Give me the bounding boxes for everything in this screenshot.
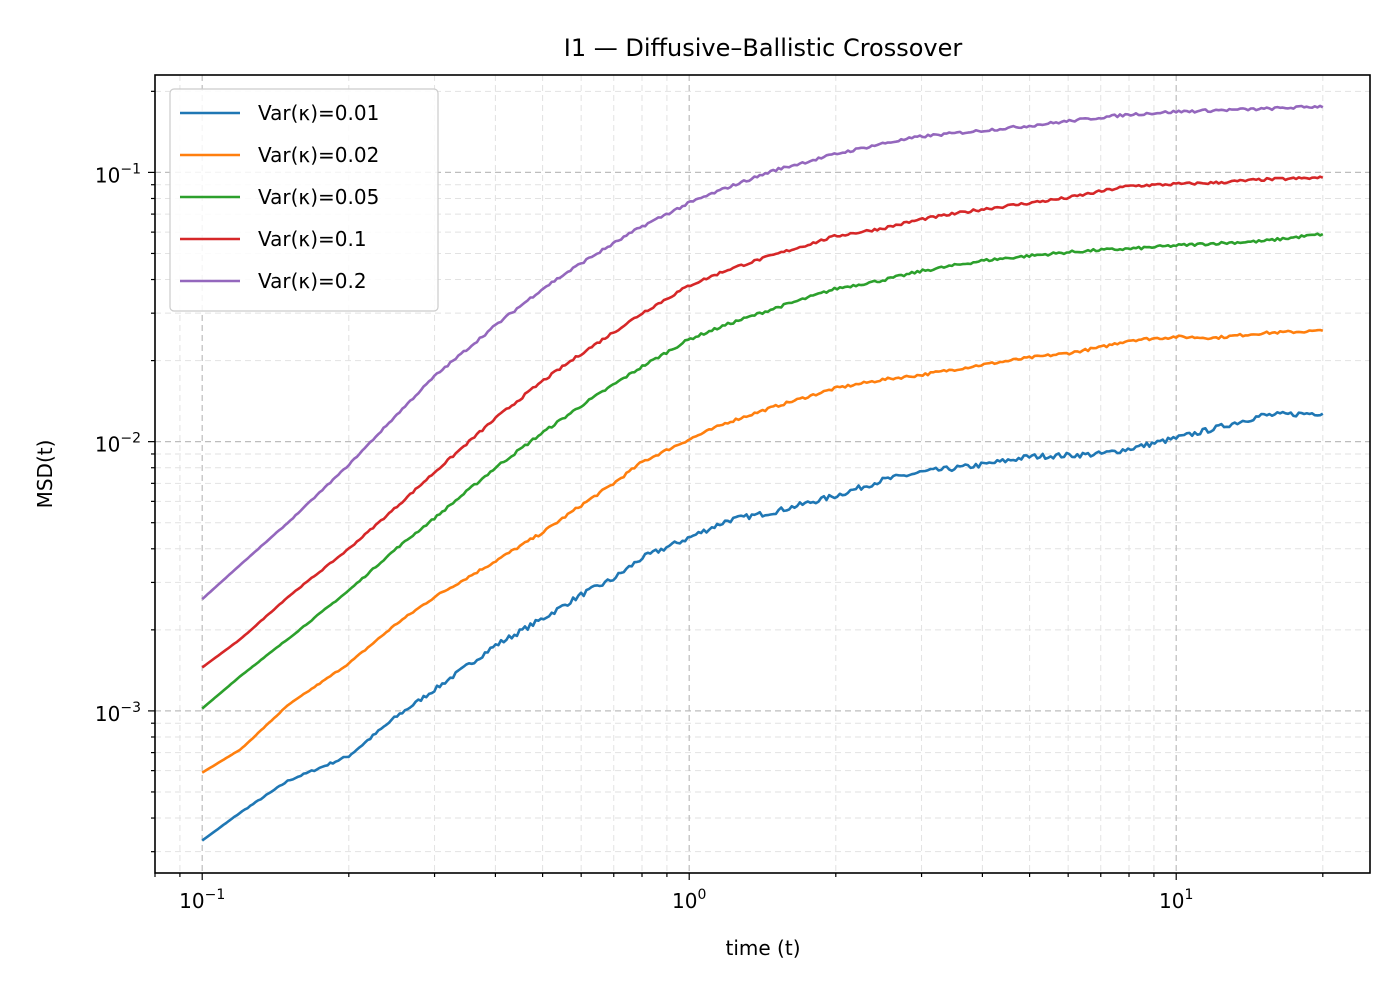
legend-entry-label: Var(κ)=0.01 [258,101,379,125]
series-layer [201,104,1324,842]
legend-entry-label: Var(κ)=0.2 [258,269,367,293]
series-line [201,328,1324,774]
series-line [201,410,1324,842]
legend-box [169,88,439,312]
x-tick-label: 100 [672,887,706,913]
legend-entry-label: Var(κ)=0.1 [258,227,367,251]
plot-frame [154,74,1371,874]
x-tick-label: 10−1 [179,887,225,913]
x-tick-label: 101 [1159,887,1193,913]
y-tick-label: 10−3 [95,700,141,726]
legend-entry-label: Var(κ)=0.02 [258,143,379,167]
series-line [201,175,1324,669]
series-line [201,104,1324,601]
chart-title: I1 — Diffusive–Ballistic Crossover [564,34,963,62]
series-line [201,232,1324,710]
x-axis-label: time (t) [726,936,801,960]
y-tick-label: 10−2 [95,431,141,457]
legend-entry-label: Var(κ)=0.05 [258,185,379,209]
axis-ticks: 10−1 100 101 10−3 10−2 10−1 [95,90,1324,913]
y-tick-label: 10−1 [95,161,141,187]
y-axis-label: MSD(t) [33,440,57,509]
legend: Var(κ)=0.01 Var(κ)=0.02 Var(κ)=0.05 Var(κ)=… [169,88,439,312]
